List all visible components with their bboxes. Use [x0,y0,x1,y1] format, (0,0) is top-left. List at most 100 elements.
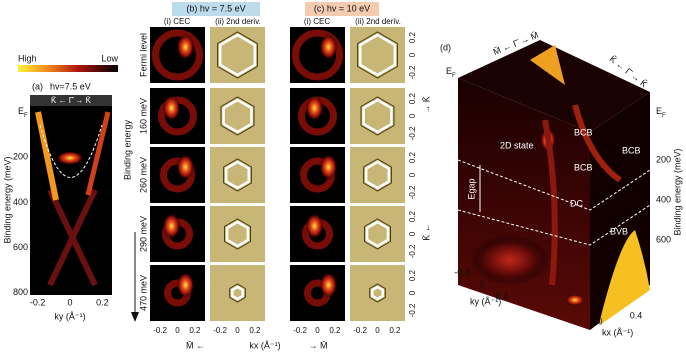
y-tick-label: -0.2 [408,303,417,317]
deriv-contour [220,96,255,136]
y-tick-label: 0.2 [408,31,417,43]
cec-image [150,147,205,203]
deriv-contour [231,285,244,301]
deriv-image [210,265,265,321]
row-label: 290 meV [138,216,148,252]
cec-spot [176,154,195,180]
panel-label: (a) [32,81,43,91]
annotation: Egap [466,178,476,199]
column-label: (ii) 2nd deriv. [355,17,401,26]
direction: M̄ ← [186,340,205,350]
y-axis-label: Binding energy (meV) [2,156,12,243]
direction: → M̄ [309,340,328,350]
cec-spot [319,34,338,60]
x-axis-label: kx (Å⁻¹) [249,340,280,350]
guide [39,124,103,178]
deriv-image [350,88,405,144]
y-tick-label: 0.2 [408,210,417,222]
band [56,151,84,165]
deriv-contour [224,218,251,250]
cec-spot [176,34,195,60]
panel-b: (b) hv = 7.5 eV (i) CEC (ii) 2nd deriv. … [122,2,281,350]
energy-axis-label: Binding energy (meV) [672,148,682,235]
deriv-image [350,206,405,262]
cec-image [150,265,205,321]
row-label: 160 meV [138,98,148,134]
y-tick-label: 400 [656,194,671,204]
cec-ring [152,29,203,81]
deriv-image [210,206,265,262]
cec-spot [162,213,181,239]
deriv-contour [224,160,251,190]
cut-bar [30,95,112,106]
band [47,188,98,287]
ef-sub: F [24,113,28,119]
ef-main: E [656,106,662,116]
cec-spot [319,154,338,180]
deriv-contour [360,96,395,136]
top-face [458,40,650,132]
cec-spot [319,272,338,298]
deriv-contour [365,220,390,248]
annotation: DC [570,198,583,208]
ky-tick-label: 0.4 [496,291,509,301]
kx-label: kx (Å⁻¹) [602,327,633,337]
panel-label: (d) [440,42,451,52]
deriv-contour [363,158,392,192]
deriv-contour [371,285,384,301]
feature [565,294,585,306]
deriv-image [210,147,265,203]
y-tick-label: 0 [408,172,417,177]
deriv-contour [357,31,398,79]
ef-main: E [446,66,452,76]
y-tick-label: 0 [408,290,417,295]
cec-spot [176,272,195,298]
kx-tick-label: 0 [597,316,602,326]
y-tick-label: 800 [13,287,28,297]
row-label: 260 meV [138,157,148,193]
ky-tick-label: 0 [479,279,484,289]
deriv-contour [223,158,252,192]
deriv-contour [218,33,257,77]
cec-spot [305,213,324,239]
y-tick-label: 0 [408,113,417,118]
colorbar-high: High [18,53,37,63]
deriv-contour [369,283,386,303]
deriv-contour [222,98,253,134]
cec-image [290,147,345,203]
row-label: Fermi level [138,33,148,77]
x-tick-label: 0 [175,326,180,335]
annotation: BCB [574,162,593,172]
cec-spot [162,95,181,121]
y-tick-label: -0.2 [408,185,417,199]
deriv-contour [229,283,246,303]
ky-label: ky (Å⁻¹) [470,296,501,306]
cec-spot [305,95,324,121]
x-tick-label: 0.2 [189,326,201,335]
y-tick-label: -0.2 [408,244,417,258]
fermi-level: EF [18,106,28,118]
x-tick-label: 0 [315,326,320,335]
side-direction: → K̄ [421,96,431,114]
deriv-contour [358,33,397,77]
feature [470,235,550,285]
colorbar [18,65,118,72]
y-tick-label: 0 [408,231,417,236]
side-direction: K̄ ← [421,223,431,241]
feature [530,45,565,85]
x-tick-label: -0.2 [293,326,307,335]
feature [600,230,650,325]
ef-main: E [18,106,24,116]
guide [457,204,651,246]
x-tick-label: 0.2 [249,326,261,335]
photon-energy: hv=7.5 eV [50,81,91,91]
panel-c: (c) hv = 10 eV (i) CEC (ii) 2nd deriv. →… [304,2,431,350]
title-box [305,2,379,16]
deriv-contour [364,218,391,250]
feature [542,119,558,286]
energy-axis-label: Binding energy [122,119,132,180]
deriv-image [350,147,405,203]
column-label: (i) CEC [304,17,330,26]
x-tick-label: 0 [67,297,72,307]
y-tick-label: 200 [656,154,671,164]
